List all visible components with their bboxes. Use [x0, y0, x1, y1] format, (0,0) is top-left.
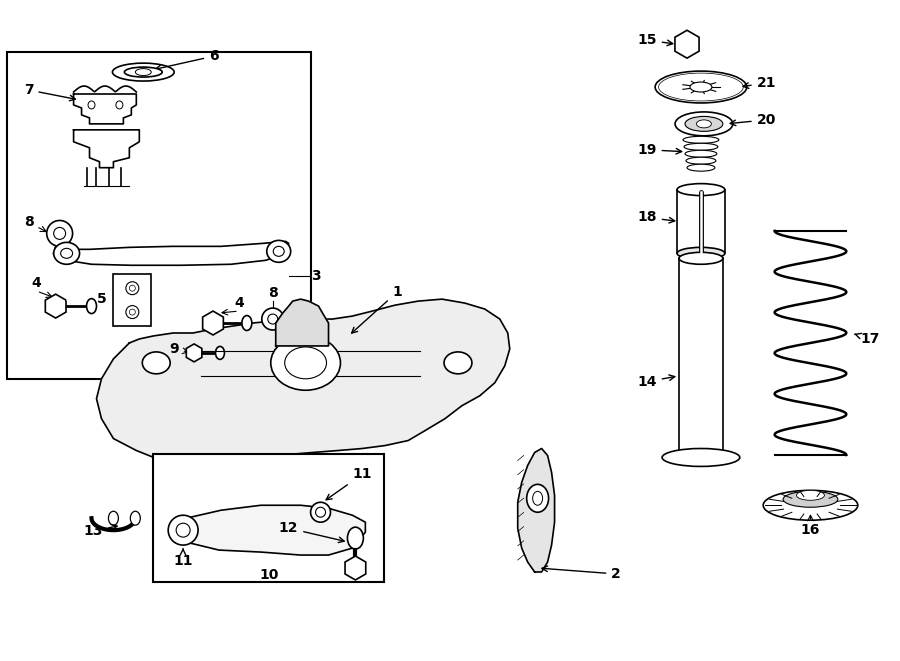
Ellipse shape	[126, 282, 139, 295]
Ellipse shape	[262, 308, 284, 330]
Polygon shape	[518, 449, 554, 572]
Text: 12: 12	[279, 521, 344, 543]
Polygon shape	[74, 94, 136, 124]
Polygon shape	[74, 130, 140, 168]
Ellipse shape	[783, 491, 838, 507]
Ellipse shape	[685, 150, 717, 157]
Ellipse shape	[684, 143, 718, 150]
Ellipse shape	[679, 253, 723, 264]
Ellipse shape	[683, 136, 719, 143]
Bar	[679, 258, 723, 457]
Text: 18: 18	[637, 210, 675, 225]
Text: 11: 11	[326, 467, 372, 500]
Text: 2: 2	[542, 566, 621, 581]
Ellipse shape	[242, 315, 252, 330]
Text: 10: 10	[259, 568, 278, 582]
Text: 7: 7	[23, 83, 76, 100]
Ellipse shape	[108, 511, 119, 525]
Ellipse shape	[444, 352, 472, 374]
Text: 13: 13	[84, 524, 117, 538]
Ellipse shape	[168, 515, 198, 545]
Text: 4: 4	[234, 296, 244, 310]
Ellipse shape	[679, 451, 723, 463]
Bar	[153, 455, 384, 582]
Text: 16: 16	[801, 523, 820, 537]
Text: 3: 3	[310, 269, 320, 283]
Ellipse shape	[86, 299, 96, 313]
Ellipse shape	[662, 449, 740, 467]
Text: 6: 6	[156, 49, 219, 71]
Bar	[7, 52, 310, 379]
Polygon shape	[202, 311, 223, 335]
Text: 11: 11	[173, 549, 193, 568]
Text: 21: 21	[743, 76, 776, 90]
Ellipse shape	[685, 116, 723, 132]
Ellipse shape	[266, 241, 291, 262]
Ellipse shape	[697, 120, 711, 128]
Ellipse shape	[677, 247, 724, 259]
Ellipse shape	[763, 490, 858, 520]
Text: 17: 17	[855, 332, 879, 346]
Bar	[677, 190, 724, 253]
Text: 1: 1	[352, 285, 402, 333]
Ellipse shape	[55, 245, 65, 251]
Text: 8: 8	[23, 215, 46, 231]
Ellipse shape	[215, 346, 224, 360]
Text: 9: 9	[169, 342, 188, 356]
Ellipse shape	[686, 157, 716, 164]
Text: 8: 8	[268, 286, 277, 300]
Polygon shape	[186, 344, 202, 362]
Text: 5: 5	[96, 292, 106, 306]
Text: 15: 15	[637, 33, 672, 47]
Ellipse shape	[690, 82, 712, 92]
Text: 19: 19	[637, 143, 681, 157]
Bar	[113, 274, 151, 326]
Ellipse shape	[124, 67, 162, 77]
Ellipse shape	[655, 71, 747, 103]
Ellipse shape	[47, 221, 73, 247]
Text: 4: 4	[32, 276, 41, 290]
Polygon shape	[54, 241, 289, 265]
Ellipse shape	[675, 112, 733, 136]
Polygon shape	[275, 299, 328, 346]
Ellipse shape	[796, 490, 824, 500]
Ellipse shape	[112, 63, 175, 81]
Polygon shape	[345, 556, 365, 580]
Polygon shape	[675, 30, 699, 58]
Ellipse shape	[130, 511, 140, 525]
Polygon shape	[45, 294, 66, 318]
Polygon shape	[173, 505, 365, 555]
Ellipse shape	[687, 164, 715, 171]
Ellipse shape	[135, 69, 151, 75]
Ellipse shape	[526, 485, 549, 512]
Ellipse shape	[54, 243, 79, 264]
Ellipse shape	[677, 184, 724, 196]
Polygon shape	[96, 299, 509, 465]
Ellipse shape	[271, 336, 340, 390]
Text: 14: 14	[637, 375, 675, 389]
Ellipse shape	[142, 352, 170, 374]
Ellipse shape	[126, 305, 139, 319]
Ellipse shape	[347, 527, 364, 549]
Ellipse shape	[310, 502, 330, 522]
Text: 20: 20	[730, 113, 776, 127]
